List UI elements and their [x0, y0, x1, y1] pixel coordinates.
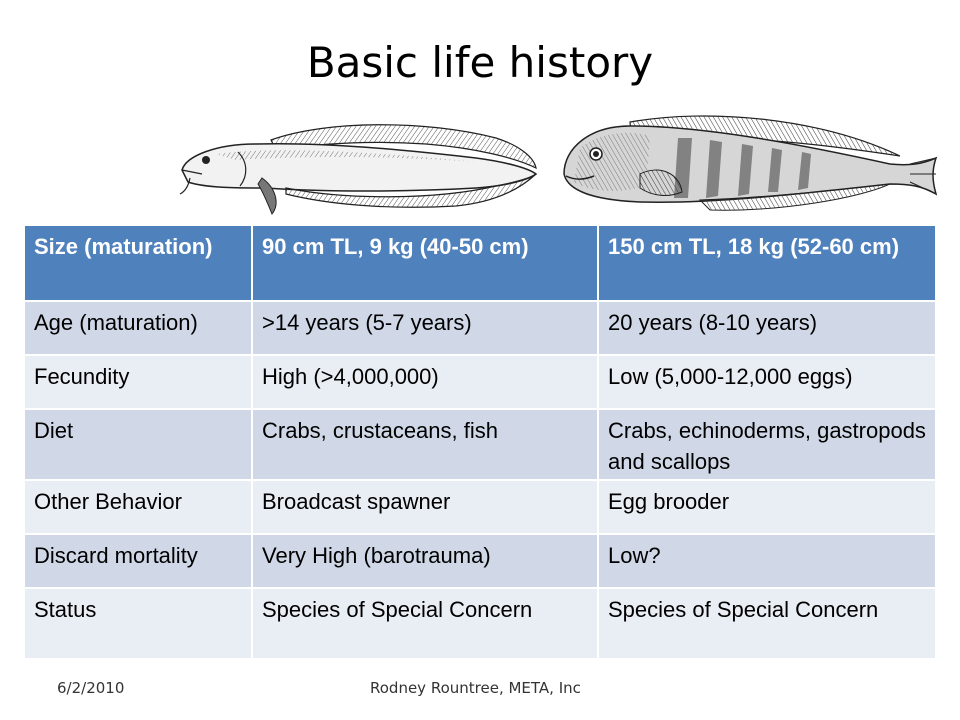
table-cell: Species of Special Concern — [252, 588, 599, 660]
table-cell: 150 cm TL, 18 kg (52-60 cm) — [598, 226, 935, 302]
table-cell: Low (5,000-12,000 eggs) — [598, 355, 935, 410]
table-cell: Egg brooder — [598, 480, 935, 535]
table-cell: 90 cm TL, 9 kg (40-50 cm) — [252, 226, 599, 302]
wolffish-illustration — [563, 115, 938, 211]
table-row: Discard mortality Very High (barotrauma)… — [25, 534, 935, 589]
table-row: Status Species of Special Concern Specie… — [25, 588, 935, 660]
table-row: Diet Crabs, crustaceans, fish Crabs, ech… — [25, 409, 935, 481]
table-row: Other Behavior Broadcast spawner Egg bro… — [25, 480, 935, 535]
table-cell: 20 years (8-10 years) — [598, 301, 935, 356]
table-cell: Age (maturation) — [25, 301, 253, 356]
table-cell: Broadcast spawner — [252, 480, 599, 535]
cusk-fish-illustration — [179, 124, 538, 215]
table-cell: Size (maturation) — [25, 226, 253, 302]
table-cell: Crabs, crustaceans, fish — [252, 409, 599, 481]
table-row: Age (maturation) >14 years (5-7 years) 2… — [25, 301, 935, 356]
table-cell: High (>4,000,000) — [252, 355, 599, 410]
table-cell: >14 years (5-7 years) — [252, 301, 599, 356]
table-cell: Diet — [25, 409, 253, 481]
table-cell: Low? — [598, 534, 935, 589]
footer-date: 6/2/2010 — [57, 679, 125, 697]
table-cell: Other Behavior — [25, 480, 253, 535]
table-cell: Fecundity — [25, 355, 253, 410]
life-history-table: Size (maturation) 90 cm TL, 9 kg (40-50 … — [25, 226, 935, 660]
table-row: Fecundity High (>4,000,000) Low (5,000-1… — [25, 355, 935, 410]
table-header-row: Size (maturation) 90 cm TL, 9 kg (40-50 … — [25, 226, 935, 302]
table-cell: Discard mortality — [25, 534, 253, 589]
slide-title: Basic life history — [306, 38, 654, 87]
table-cell: Very High (barotrauma) — [252, 534, 599, 589]
table-cell: Status — [25, 588, 253, 660]
footer-author: Rodney Rountree, META, Inc — [370, 679, 581, 697]
table-cell: Species of Special Concern — [598, 588, 935, 660]
table-cell: Crabs, echinoderms, gastropods and scall… — [598, 409, 935, 481]
